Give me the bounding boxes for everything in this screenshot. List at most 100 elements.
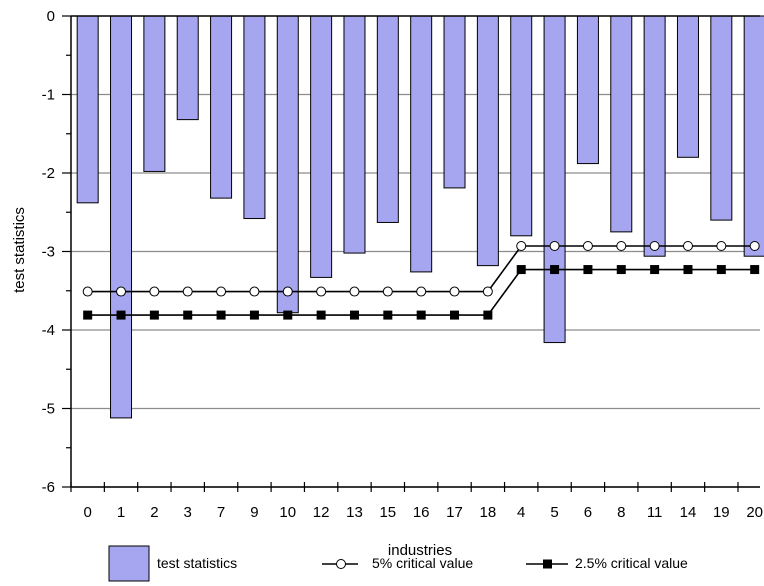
- point-5pct-1: [116, 286, 127, 297]
- point-2-5pct-9: [249, 310, 259, 320]
- x-axis-title: industries: [388, 542, 452, 559]
- x-tick-label-20: 20: [746, 504, 763, 521]
- point-5pct-10: [282, 286, 293, 297]
- bar-16: [410, 15, 433, 273]
- bar-19: [710, 15, 733, 221]
- bar-17: [443, 15, 466, 189]
- line-series: [82, 241, 760, 320]
- point-5pct-2: [149, 286, 160, 297]
- point-2-5pct-8: [616, 265, 626, 275]
- bar-2: [143, 15, 166, 172]
- y-tick-label: -6: [42, 479, 55, 496]
- point-5pct-15: [382, 286, 393, 297]
- point-2-5pct-6: [583, 265, 593, 275]
- point-5pct-14: [682, 241, 693, 252]
- y-axis-title: test statistics: [11, 207, 28, 293]
- point-5pct-6: [582, 241, 593, 252]
- bar-1: [110, 15, 133, 419]
- x-tick-label-0: 0: [84, 504, 92, 521]
- bar-6: [576, 15, 599, 165]
- x-tick-label-15: 15: [379, 504, 396, 521]
- bar-8: [610, 15, 633, 233]
- legend-marker-2-5pct: [543, 559, 552, 569]
- x-tick-label-4: 4: [517, 504, 525, 521]
- point-5pct-11: [649, 241, 660, 252]
- x-tick-label-16: 16: [413, 504, 430, 521]
- point-2-5pct-11: [650, 265, 660, 275]
- point-5pct-17: [449, 286, 460, 297]
- point-5pct-5: [549, 241, 560, 252]
- bar-0: [76, 15, 99, 204]
- x-tick-label-12: 12: [313, 504, 330, 521]
- point-2-5pct-5: [550, 265, 560, 275]
- point-2-5pct-20: [750, 265, 760, 275]
- bar-4: [510, 15, 533, 237]
- bar-9: [243, 15, 266, 220]
- point-5pct-3: [182, 286, 193, 297]
- y-tick-label: -4: [42, 322, 55, 339]
- point-5pct-4: [516, 241, 527, 252]
- x-tick-label-18: 18: [480, 504, 497, 521]
- x-tick-label-10: 10: [279, 504, 296, 521]
- bar-11: [643, 15, 666, 257]
- point-2-5pct-13: [349, 310, 359, 320]
- y-tick-labels: 0 -1 -2 -3 -4 -5 -6: [42, 8, 55, 496]
- point-2-5pct-3: [183, 310, 193, 320]
- point-5pct-13: [349, 286, 360, 297]
- y-tick-label: 0: [47, 8, 55, 25]
- x-tick-label-2: 2: [150, 504, 158, 521]
- bar-15: [376, 15, 399, 223]
- x-tick-label-5: 5: [550, 504, 558, 521]
- point-5pct-20: [749, 241, 760, 252]
- x-tick-label-8: 8: [617, 504, 625, 521]
- point-2-5pct-0: [83, 310, 93, 320]
- point-2-5pct-7: [216, 310, 226, 320]
- bar-18: [476, 15, 499, 267]
- axes: [62, 15, 760, 492]
- point-2-5pct-17: [450, 310, 460, 320]
- point-5pct-8: [616, 241, 627, 252]
- legend: test statistics 5% critical value 2.5% c…: [108, 545, 688, 582]
- legend-label-5pct: 5% critical value: [372, 555, 473, 571]
- point-2-5pct-16: [416, 310, 426, 320]
- point-2-5pct-4: [516, 265, 526, 275]
- point-2-5pct-14: [683, 265, 693, 275]
- point-5pct-18: [482, 286, 493, 297]
- bar-12: [310, 15, 333, 278]
- y-tick-label: -1: [42, 87, 55, 104]
- x-tick-label-17: 17: [446, 504, 463, 521]
- bar-7: [210, 15, 233, 199]
- bar-20: [743, 15, 764, 257]
- point-5pct-9: [249, 286, 260, 297]
- point-5pct-7: [216, 286, 227, 297]
- point-2-5pct-12: [316, 310, 326, 320]
- bar-series: [76, 15, 764, 419]
- y-tick-label: -2: [42, 165, 55, 182]
- y-tick-label: -3: [42, 244, 55, 261]
- x-tick-label-6: 6: [584, 504, 592, 521]
- bar-5: [543, 15, 566, 344]
- legend-marker-5pct: [336, 559, 346, 569]
- x-tick-labels: 0 1 2 3 7 9 10 12 13 15 16 17 18 4 5 6 8 11 14 19 20: [84, 504, 764, 521]
- point-2-5pct-1: [116, 310, 126, 320]
- x-tick-label-14: 14: [680, 504, 697, 521]
- bar-13: [343, 15, 366, 254]
- point-2-5pct-18: [483, 310, 493, 320]
- bar-14: [676, 15, 699, 158]
- y-tick-label: -5: [42, 401, 55, 418]
- point-5pct-12: [316, 286, 327, 297]
- legend-label-2-5pct: 2.5% critical value: [575, 555, 688, 571]
- x-tick-label-19: 19: [713, 504, 730, 521]
- bar-10: [276, 15, 299, 314]
- legend-label-test-statistics: test statistics: [157, 555, 237, 571]
- point-2-5pct-10: [283, 310, 293, 320]
- x-tick-label-3: 3: [184, 504, 192, 521]
- point-2-5pct-19: [716, 265, 726, 275]
- x-tick-label-11: 11: [647, 504, 663, 521]
- legend-swatch-test-statistics: [108, 545, 150, 582]
- point-2-5pct-15: [383, 310, 393, 320]
- point-2-5pct-2: [149, 310, 159, 320]
- bar-3: [176, 15, 199, 121]
- point-5pct-19: [716, 241, 727, 252]
- x-tick-label-7: 7: [217, 504, 225, 521]
